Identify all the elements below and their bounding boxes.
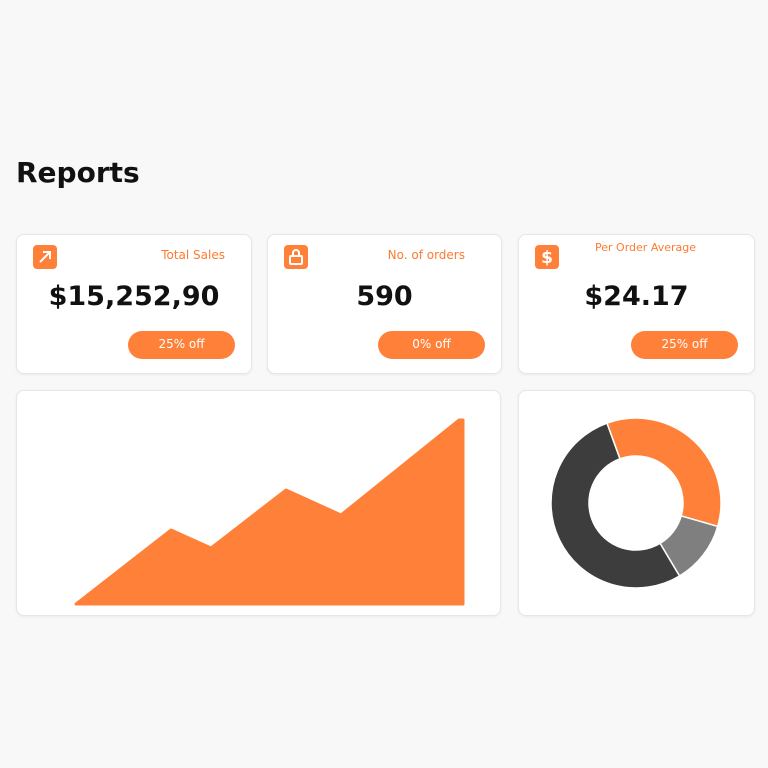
donut-slice [605,417,722,528]
icon [33,245,57,269]
area [74,418,465,606]
card-value: $24.17 [584,281,689,312]
icon [284,245,308,269]
badge: 25% off [128,331,235,359]
badge: 25% off [631,331,738,359]
badge: 0% off [378,331,485,359]
card-label: Total Sales [161,248,225,262]
card-label: Per Order Average [595,241,696,254]
icon: $ [535,245,559,269]
stat-card: No. of orders 590 0% off [267,234,502,374]
stat-card: $ Per Order Average $24.17 25% off [518,234,755,374]
area-chart [74,418,465,606]
donut-slice [550,422,681,589]
page-title: Reports [16,156,140,189]
svg-text:$: $ [541,248,553,268]
chart-card [16,390,501,616]
card-value: 590 [356,281,413,312]
card-label: No. of orders [387,248,465,262]
donut-chart [550,417,722,589]
chart-card [518,390,755,616]
card-value: $15,252,90 [48,281,220,312]
stat-card: Total Sales $15,252,90 25% off [16,234,252,374]
